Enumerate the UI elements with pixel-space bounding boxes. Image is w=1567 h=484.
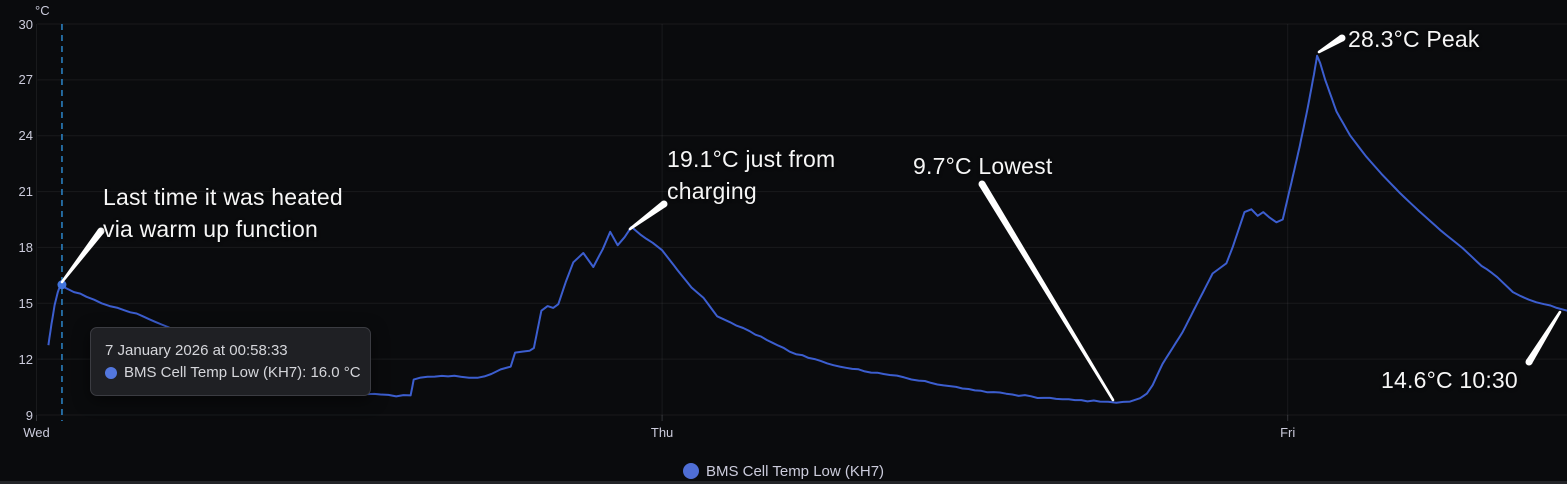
annotation-arrow-cap xyxy=(660,200,668,208)
annotation-arrow xyxy=(629,201,667,230)
annotation-arrow-cap xyxy=(97,227,105,235)
annotation-arrow-cap xyxy=(978,180,986,188)
tooltip-series-value: BMS Cell Temp Low (KH7): 16.0 °C xyxy=(124,364,361,381)
annotation-arrow-cap xyxy=(1525,358,1533,366)
annotation-arrow xyxy=(1526,311,1562,364)
tooltip-timestamp: 7 January 2026 at 00:58:33 xyxy=(105,342,288,359)
tooltip-series-dot-icon xyxy=(105,366,117,379)
annotation-arrow xyxy=(61,228,104,283)
legend-item-bms-cell-temp-low[interactable]: BMS Cell Temp Low (KH7) xyxy=(682,462,885,480)
annotation-arrow xyxy=(979,182,1115,401)
annotation-arrow-tip xyxy=(628,227,632,231)
panel-bottom-edge xyxy=(0,481,1567,484)
legend-series-label: BMS Cell Temp Low (KH7) xyxy=(705,462,885,480)
annotation-arrow-tip xyxy=(1558,310,1562,314)
chart-tooltip: 7 January 2026 at 00:58:33 BMS Cell Temp… xyxy=(90,327,371,396)
annotation-arrow-cap xyxy=(1338,34,1346,42)
hover-marker xyxy=(57,280,67,290)
chart-legend: BMS Cell Temp Low (KH7) xyxy=(0,456,1567,484)
annotation-arrow-tip xyxy=(1317,50,1321,54)
legend-series-dot-icon xyxy=(682,463,699,479)
annotation-arrow-tip xyxy=(60,280,64,284)
annotation-arrow xyxy=(1318,35,1344,54)
tooltip-series-row: BMS Cell Temp Low (KH7): 16.0 °C xyxy=(105,364,361,381)
annotation-arrow-tip xyxy=(1111,398,1115,402)
